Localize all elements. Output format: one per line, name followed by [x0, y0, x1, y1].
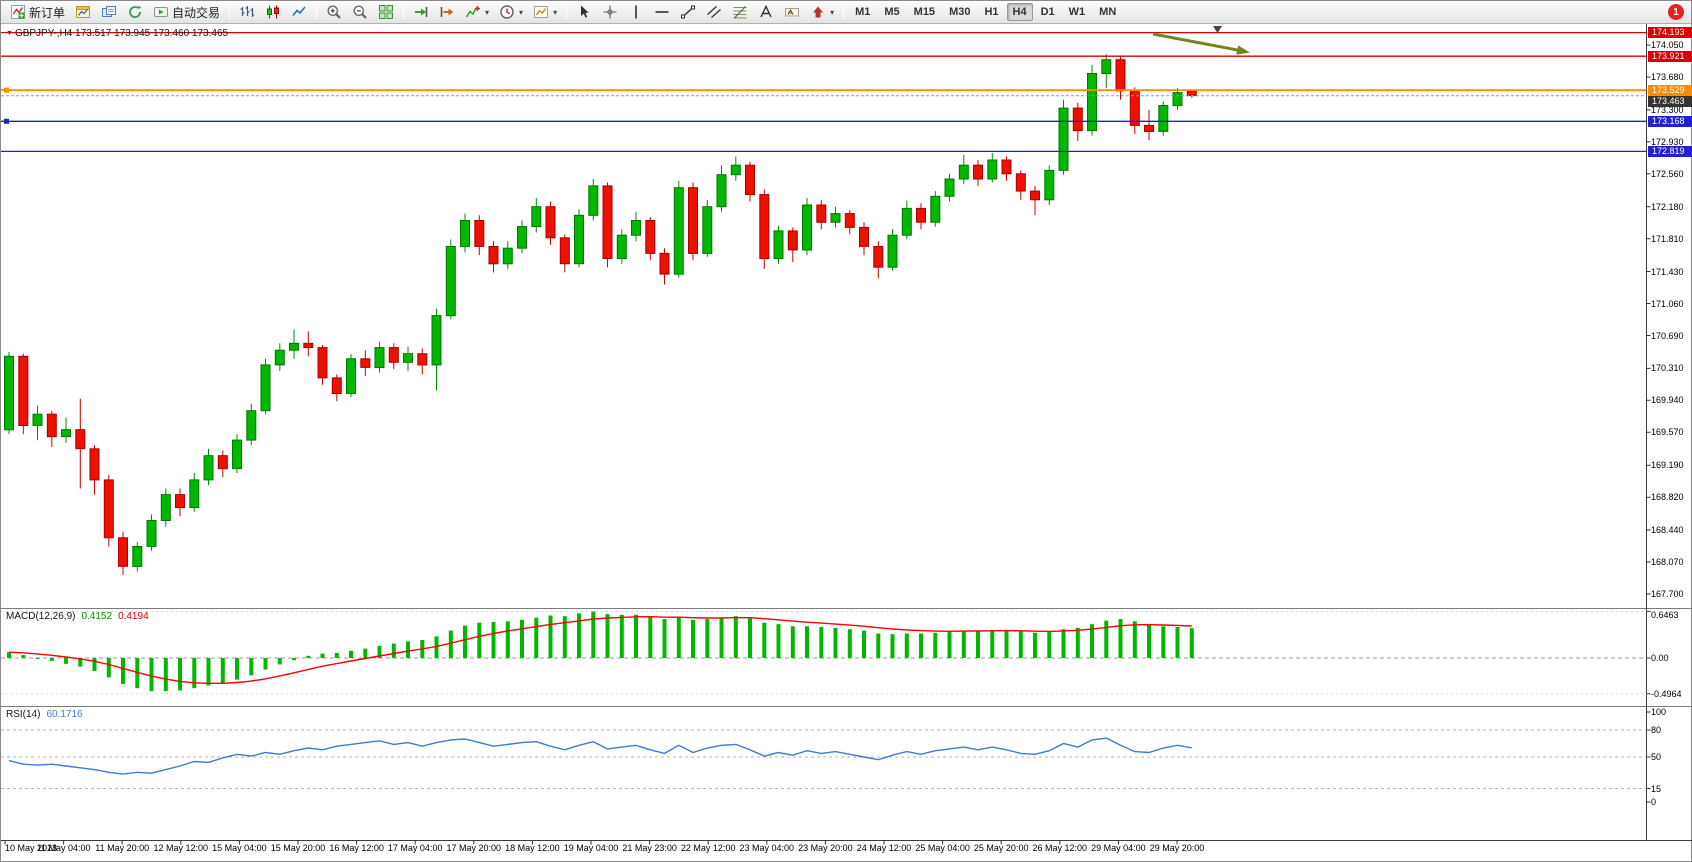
- profiles-icon: [101, 4, 117, 20]
- auto-trading-button-label: 自动交易: [172, 5, 221, 20]
- cursor-icon: [576, 4, 592, 20]
- auto-scroll-button[interactable]: [408, 2, 434, 22]
- notification-badge[interactable]: 1: [1668, 4, 1684, 20]
- templates-button[interactable]: ▾: [528, 2, 562, 22]
- timeframe-mn-button[interactable]: MN: [1099, 6, 1117, 18]
- dropdown-caret-icon: ▾: [519, 7, 524, 17]
- auto-trading-button[interactable]: 自动交易: [148, 2, 225, 22]
- toolbar-separator: [566, 4, 568, 20]
- toolbar: 新订单 自动交易 ▾ ▾ ▾ ▾ M1 M5 M15 M30 H1 H4 D1 W1 MN: [1, 1, 1691, 24]
- candlestick-icon: [265, 4, 281, 20]
- indicators-icon: [465, 4, 481, 20]
- channel-icon: [706, 4, 722, 20]
- arrows-icon: [810, 4, 826, 20]
- refresh-icon: [127, 4, 143, 20]
- refresh-button[interactable]: [122, 2, 148, 22]
- timeframe-m15-button[interactable]: M15: [913, 6, 936, 18]
- tile-windows-icon: [378, 4, 394, 20]
- macd-histogram: [7, 611, 1194, 692]
- dropdown-caret-icon: ▾: [830, 7, 835, 17]
- zoom-out-icon: [352, 4, 368, 20]
- indicators-button[interactable]: ▾: [460, 2, 494, 22]
- timeframe-m5-button[interactable]: M5: [884, 6, 900, 18]
- axis-ticks: [4, 44, 1651, 845]
- dropdown-caret-icon: ▾: [485, 7, 490, 17]
- zoom-in-icon: [326, 4, 342, 20]
- bar-chart-icon: [239, 4, 255, 20]
- arrow-annotation[interactable]: [1152, 32, 1250, 55]
- templates-icon: [533, 4, 549, 20]
- trendline-button[interactable]: [675, 2, 701, 22]
- rsi-line: [8, 737, 1192, 775]
- equidistant-channel-button[interactable]: [701, 2, 727, 22]
- timeframe-w1-button[interactable]: W1: [1068, 6, 1086, 18]
- timeframe-h1-button[interactable]: H1: [984, 6, 999, 18]
- profiles-button[interactable]: [96, 2, 122, 22]
- text-label-icon: [784, 4, 800, 20]
- candlestick-chart-button[interactable]: [260, 2, 286, 22]
- chart-window-icon: [75, 4, 91, 20]
- dropdown-caret-icon: ▾: [553, 7, 558, 17]
- toolbar-separator: [316, 4, 318, 20]
- horizontal-line-button[interactable]: [649, 2, 675, 22]
- trendline-icon: [680, 4, 696, 20]
- candlestick-series: [4, 54, 1197, 575]
- chart-shift-button[interactable]: [434, 2, 460, 22]
- line-chart-icon: [291, 4, 307, 20]
- text-label-button[interactable]: [779, 2, 805, 22]
- vertical-line-button[interactable]: [623, 2, 649, 22]
- chart-shift-marker[interactable]: [1213, 26, 1222, 33]
- arrows-button[interactable]: ▾: [805, 2, 839, 22]
- auto-scroll-icon: [413, 4, 429, 20]
- toolbar-separator: [229, 4, 231, 20]
- auto-trading-icon: [153, 4, 169, 20]
- macd-signal-line: [8, 615, 1192, 684]
- zoom-out-button[interactable]: [347, 2, 373, 22]
- new-order-button-label: 新订单: [29, 5, 66, 20]
- new-chart-button[interactable]: [70, 2, 96, 22]
- chart-shift-icon: [439, 4, 455, 20]
- cursor-button[interactable]: [571, 2, 597, 22]
- text-button[interactable]: [753, 2, 779, 22]
- new-order-icon: [10, 4, 26, 20]
- timeframe-d1-button[interactable]: D1: [1040, 6, 1055, 18]
- timeframe-h4-button[interactable]: H4: [1006, 3, 1033, 21]
- new-order-button[interactable]: 新订单: [5, 2, 70, 22]
- timeframe-m30-button[interactable]: M30: [949, 6, 971, 18]
- periods-button[interactable]: ▾: [494, 2, 528, 22]
- crosshair-button[interactable]: [597, 2, 623, 22]
- bar-chart-button[interactable]: [234, 2, 260, 22]
- line-anchor[interactable]: [4, 118, 9, 124]
- horizontal-line-icon: [654, 4, 670, 20]
- crosshair-icon: [602, 4, 618, 20]
- fibonacci-icon: [732, 4, 748, 20]
- timeframe-m1-button[interactable]: M1: [855, 6, 871, 18]
- line-chart-button[interactable]: [286, 2, 312, 22]
- periods-icon: [499, 4, 515, 20]
- toolbar-separator: [403, 4, 405, 20]
- line-anchor[interactable]: [4, 87, 9, 93]
- fibonacci-button[interactable]: [727, 2, 753, 22]
- toolbar-separator: [843, 4, 845, 20]
- text-icon: [758, 4, 774, 20]
- tile-windows-button[interactable]: [373, 2, 399, 22]
- vertical-line-icon: [628, 4, 644, 20]
- zoom-in-button[interactable]: [321, 2, 347, 22]
